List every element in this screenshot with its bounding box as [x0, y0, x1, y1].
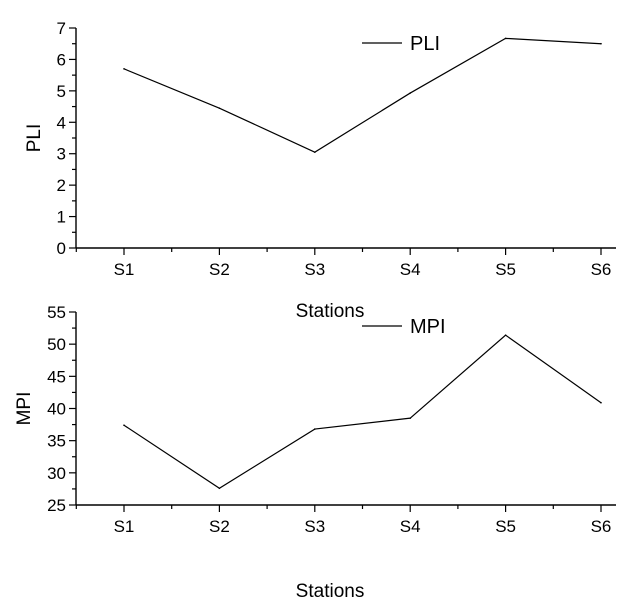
- pli-y-tick-label: 6: [57, 50, 66, 69]
- pli-chart-panel: 0 1 2 3 4 5 6 7 S1 S2 S3 S4 S5 S6 PLI Stations PLI: [24, 19, 616, 322]
- pli-x-tick-label: S6: [591, 260, 612, 279]
- pli-x-tick-label: S1: [114, 260, 135, 279]
- pli-data-point: [218, 107, 221, 109]
- mpi-data-point: [409, 417, 412, 419]
- pli-y-tick-label: 4: [57, 113, 66, 132]
- mpi-legend-label: MPI: [410, 316, 446, 338]
- mpi-y-tick-label: 50: [47, 335, 66, 354]
- pli-y-axis-label: PLI: [24, 124, 45, 153]
- pli-y-tick-label: 3: [57, 145, 66, 164]
- mpi-x-tick-label: S2: [209, 517, 230, 536]
- pli-y-tick-label: 5: [57, 82, 66, 101]
- mpi-data-point: [123, 424, 125, 427]
- pli-data-point: [314, 151, 316, 153]
- pli-legend-label: PLI: [410, 33, 440, 55]
- pli-series-line: [123, 37, 602, 153]
- mpi-x-tick-label: S3: [304, 517, 325, 536]
- pli-data-point: [504, 37, 507, 40]
- mpi-y-tick-label: 30: [47, 464, 66, 483]
- mpi-data-point: [218, 487, 221, 490]
- mpi-x-axis-label: Stations: [296, 581, 365, 601]
- mpi-y-tick-label: 40: [47, 400, 66, 419]
- pli-x-axis-label: Stations: [296, 301, 365, 322]
- pli-y-tick-label: 1: [57, 208, 66, 227]
- pli-x-tick-label: S5: [495, 260, 516, 279]
- mpi-y-tick-label: 25: [47, 496, 66, 515]
- pli-y-tick-label: 0: [57, 239, 66, 258]
- mpi-data-point: [504, 334, 507, 336]
- mpi-x-tick-label: S5: [495, 517, 516, 536]
- mpi-data-point: [600, 401, 602, 404]
- pli-y-tick-label: 7: [57, 19, 66, 38]
- mpi-x-tick-label: S1: [114, 517, 135, 536]
- mpi-x-tick-label: S6: [591, 517, 612, 536]
- mpi-y-axis-label: MPI: [14, 392, 35, 426]
- mpi-x-tick-label: S4: [400, 517, 421, 536]
- pli-x-tick-label: S4: [400, 260, 421, 279]
- pli-x-tick-label: S2: [209, 260, 230, 279]
- pli-data-point: [409, 92, 412, 94]
- mpi-data-point: [314, 428, 316, 430]
- mpi-y-tick-label: 35: [47, 432, 66, 451]
- pli-y-tick-label: 2: [57, 176, 66, 195]
- pli-x-tick-label: S3: [304, 260, 325, 279]
- mpi-chart-panel: 25 30 35 40 45 50 55 S1 S2 S3 S4 S5 S6 MPI Stations MPI: [14, 303, 616, 601]
- mpi-y-tick-label: 55: [47, 303, 66, 322]
- pli-data-point: [123, 68, 125, 70]
- mpi-series-line: [123, 334, 602, 489]
- pli-data-point: [600, 42, 602, 45]
- mpi-y-tick-label: 45: [47, 367, 66, 386]
